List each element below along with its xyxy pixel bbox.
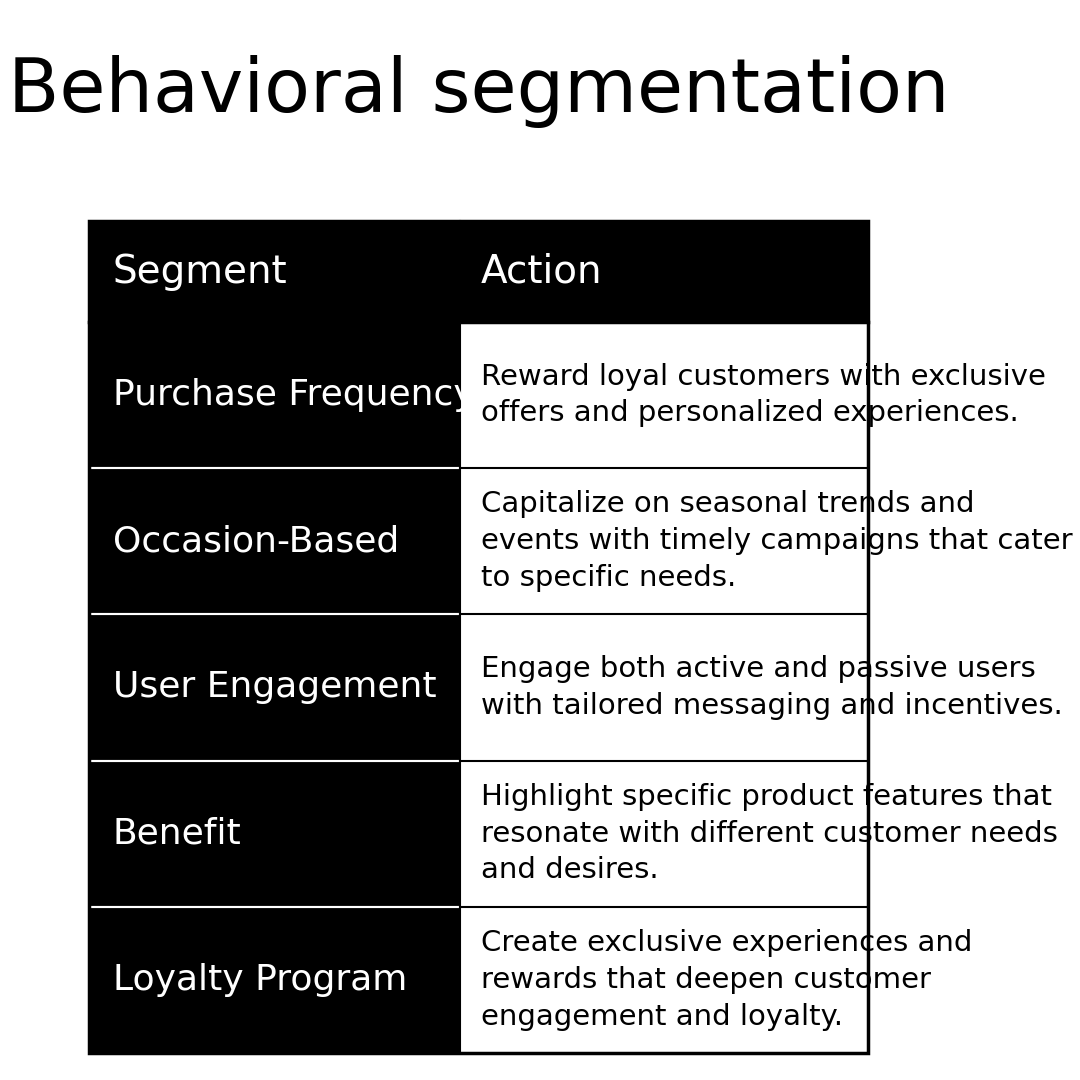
Text: Reward loyal customers with exclusive
offers and personalized experiences.: Reward loyal customers with exclusive of…	[481, 363, 1045, 428]
Text: Loyalty Program: Loyalty Program	[112, 963, 407, 997]
Text: Action: Action	[481, 253, 603, 291]
Text: Occasion-Based: Occasion-Based	[112, 524, 399, 558]
Text: Highlight specific product features that
resonate with different customer needs
: Highlight specific product features that…	[481, 783, 1057, 885]
Text: Segment: Segment	[112, 253, 287, 291]
Text: Create exclusive experiences and
rewards that deepen customer
engagement and loy: Create exclusive experiences and rewards…	[481, 929, 972, 1030]
Text: Purchase Frequency: Purchase Frequency	[112, 378, 474, 411]
Bar	[460, 907, 867, 1053]
Text: Capitalize on seasonal trends and
events with timely campaigns that cater
to spe: Capitalize on seasonal trends and events…	[481, 490, 1072, 592]
Bar	[89, 221, 867, 1053]
Bar	[89, 221, 867, 1053]
Bar	[460, 615, 867, 760]
Text: Benefit: Benefit	[112, 816, 242, 851]
Text: Behavioral segmentation: Behavioral segmentation	[8, 55, 949, 129]
Text: User Engagement: User Engagement	[112, 671, 436, 704]
Bar	[460, 322, 867, 468]
Text: Engage both active and passive users
with tailored messaging and incentives.: Engage both active and passive users wit…	[481, 654, 1063, 719]
Bar	[460, 468, 867, 615]
Bar	[460, 760, 867, 907]
